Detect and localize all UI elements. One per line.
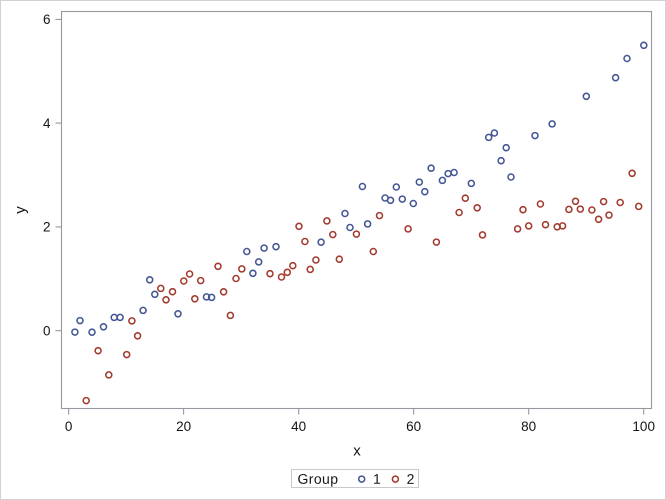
svg-text:0: 0: [65, 419, 73, 434]
svg-text:1: 1: [373, 471, 381, 487]
svg-text:60: 60: [406, 419, 421, 434]
svg-text:80: 80: [521, 419, 536, 434]
svg-text:20: 20: [176, 419, 191, 434]
svg-text:4: 4: [43, 116, 51, 131]
svg-text:0: 0: [43, 323, 51, 338]
svg-text:40: 40: [291, 419, 306, 434]
svg-text:x: x: [353, 442, 361, 459]
svg-text:2: 2: [407, 471, 415, 487]
svg-text:Group: Group: [297, 471, 338, 487]
svg-text:100: 100: [632, 419, 655, 434]
svg-text:y: y: [12, 206, 29, 214]
svg-text:2: 2: [43, 220, 51, 235]
svg-text:6: 6: [43, 12, 51, 27]
